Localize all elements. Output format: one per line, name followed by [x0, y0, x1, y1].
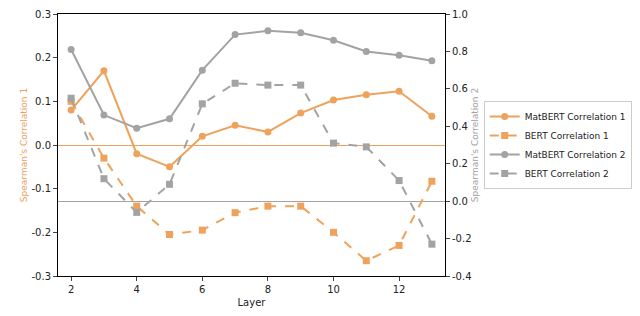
svg-text:BERT Correlation 1: BERT Correlation 1	[525, 131, 609, 141]
svg-text:-0.2: -0.2	[452, 233, 472, 244]
svg-text:-0.4: -0.4	[452, 271, 472, 282]
svg-text:0.3: 0.3	[35, 9, 51, 20]
svg-text:Spearman's Correlation 1: Spearman's Correlation 1	[19, 88, 29, 202]
svg-text:4: 4	[134, 284, 140, 295]
svg-text:0.0: 0.0	[35, 140, 51, 151]
svg-text:0.8: 0.8	[452, 46, 468, 57]
svg-text:-0.3: -0.3	[31, 271, 51, 282]
svg-text:0.2: 0.2	[35, 52, 51, 63]
svg-text:2: 2	[68, 284, 74, 295]
svg-text:-0.2: -0.2	[31, 227, 51, 238]
svg-text:Layer: Layer	[238, 297, 267, 308]
svg-text:8: 8	[265, 284, 271, 295]
svg-text:Spearman's Correlation 2: Spearman's Correlation 2	[470, 88, 480, 202]
svg-text:6: 6	[199, 284, 205, 295]
svg-text:0.1: 0.1	[35, 96, 51, 107]
svg-text:1.0: 1.0	[452, 9, 468, 20]
svg-text:MatBERT Correlation 2: MatBERT Correlation 2	[525, 150, 626, 160]
svg-text:0.4: 0.4	[452, 121, 468, 132]
svg-text:BERT Correlation 2: BERT Correlation 2	[525, 169, 609, 179]
svg-text:0.2: 0.2	[452, 158, 468, 169]
svg-text:-0.1: -0.1	[31, 183, 51, 194]
svg-text:MatBERT Correlation 1: MatBERT Correlation 1	[525, 112, 626, 122]
svg-text:0.0: 0.0	[452, 196, 468, 207]
svg-text:10: 10	[327, 284, 340, 295]
svg-text:12: 12	[393, 284, 406, 295]
svg-text:0.6: 0.6	[452, 83, 468, 94]
